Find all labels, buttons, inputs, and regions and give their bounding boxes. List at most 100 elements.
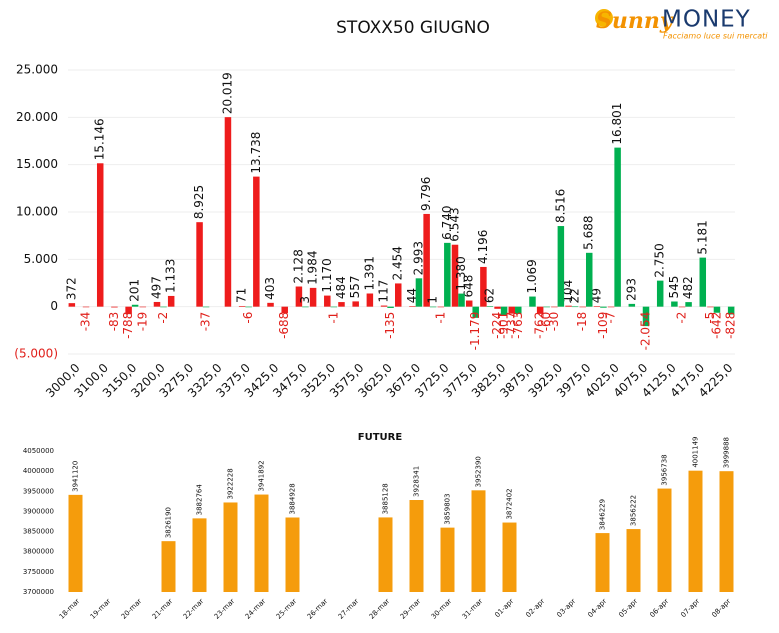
bar [579,306,586,308]
value-label: -37 [199,312,213,332]
value-label: 5.181 [695,220,709,254]
y-tick-label: 4050000 [23,447,54,455]
x-tick-label: 04-apr [586,597,608,619]
bar [699,257,707,307]
value-label: 22 [568,288,582,303]
bar [614,147,621,307]
bar [656,280,664,307]
bar [378,517,393,592]
bar [444,242,451,307]
bar [245,306,252,308]
value-label: 3872402 [506,488,514,519]
value-label: 1.170 [320,258,334,292]
value-label: 44 [405,288,419,303]
value-label: 2.128 [291,249,305,283]
bar [223,502,238,592]
bar [366,293,374,307]
value-label: 1.380 [454,256,468,290]
bar [465,300,473,307]
bar [565,305,572,307]
value-label: -34 [79,312,93,332]
y-tick-label: 3750000 [23,568,54,576]
bar [338,302,345,307]
value-label: -109 [596,312,610,339]
x-tick-label: 19-mar [89,597,113,621]
logo-sun [595,9,613,27]
value-label: -135 [383,312,397,339]
value-label: -2 [675,312,689,324]
value-label: 648 [462,275,476,298]
bar [707,306,714,308]
bar [281,306,288,314]
value-label: 403 [263,277,277,300]
bar [415,278,423,307]
value-label: 293 [624,278,638,301]
bar [480,266,487,307]
bar [727,306,735,315]
value-label: -6 [241,312,255,324]
value-label: 71 [235,288,249,303]
x-tick-label: 25-mar [275,597,299,621]
value-label: 3826190 [165,507,173,538]
bar [96,163,104,307]
x-tick-label: 27-mar [337,597,361,621]
value-label: 6.543 [448,207,462,241]
logo-brand: MONEY [662,7,751,33]
value-label: 497 [149,276,163,299]
bar [253,176,260,307]
y-tick-label: 4000000 [23,467,54,475]
y-tick-label: 0 [50,299,58,313]
value-label: -762 [533,312,547,339]
bar [713,306,721,313]
value-label: -2.054 [639,312,653,351]
value-label: 484 [334,276,348,299]
value-label: 2.750 [653,243,667,277]
bar [671,301,678,307]
y-tick-label: (5.000) [14,347,58,361]
value-label: -1 [433,312,447,324]
value-label: 545 [667,276,681,299]
x-tick-label: 18-mar [58,597,82,621]
value-label: 3856222 [630,495,638,526]
value-label: 49 [589,288,603,303]
x-tick-label: 22-mar [182,597,206,621]
value-label: 3882764 [196,484,204,516]
y-tick-label: 3950000 [23,487,54,495]
bar [161,541,176,592]
value-label: 20.019 [220,72,234,114]
bar [472,306,479,318]
y-tick-label: 3850000 [23,528,54,536]
value-label: 3952390 [475,456,483,487]
bar [471,490,486,592]
bar [167,295,175,307]
bar [628,303,636,307]
bar [254,494,269,592]
y-tick-label: 3900000 [23,507,54,515]
x-tick-label: 02-apr [524,597,546,619]
bar [192,518,207,592]
value-label: 6.740 [440,206,454,240]
value-label: 9.796 [419,177,433,211]
value-label: -2 [156,312,170,324]
bar [678,306,686,308]
value-label: 1.984 [306,251,320,285]
bar [238,305,246,307]
x-tick-label: 08-apr [710,597,732,619]
value-label: 3884928 [289,483,297,514]
bar [125,306,132,315]
bar [494,306,501,309]
bar [719,471,734,592]
bar [429,306,437,308]
y-tick-label: 3700000 [23,588,54,596]
value-label: -763 [511,312,525,339]
bar [529,296,536,307]
bar [68,303,76,307]
value-label: 4.196 [476,230,490,264]
bar [302,306,309,308]
value-label: -30 [547,312,561,332]
bar [585,252,593,307]
x-tick-label: 29-mar [399,597,423,621]
value-label: 557 [348,275,362,298]
value-label: 1.391 [362,256,376,290]
